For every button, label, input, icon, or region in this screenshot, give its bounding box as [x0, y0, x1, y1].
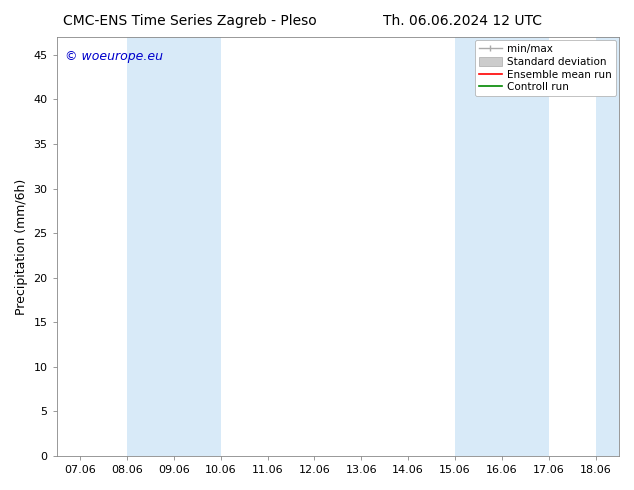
Y-axis label: Precipitation (mm/6h): Precipitation (mm/6h)	[15, 178, 28, 315]
Text: Th. 06.06.2024 12 UTC: Th. 06.06.2024 12 UTC	[384, 14, 542, 28]
Text: CMC-ENS Time Series Zagreb - Pleso: CMC-ENS Time Series Zagreb - Pleso	[63, 14, 317, 28]
Bar	[455, 37, 548, 456]
Text: © woeurope.eu: © woeurope.eu	[65, 49, 163, 63]
Legend: min/max, Standard deviation, Ensemble mean run, Controll run: min/max, Standard deviation, Ensemble me…	[475, 40, 616, 97]
Bar	[595, 37, 619, 456]
Bar	[127, 37, 221, 456]
